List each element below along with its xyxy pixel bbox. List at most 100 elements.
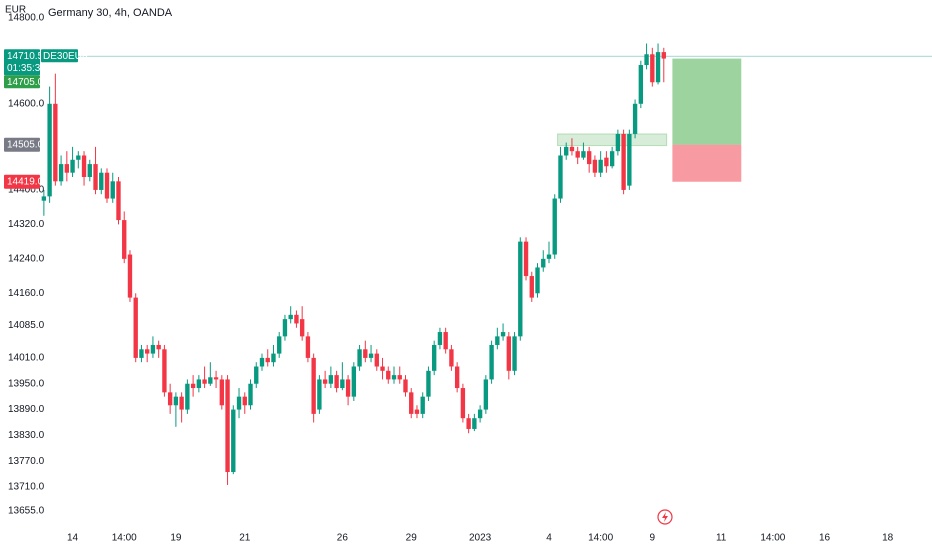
candle-body — [506, 336, 511, 371]
candle-body — [397, 375, 402, 380]
entry-box — [4, 137, 40, 152]
candle-body — [575, 151, 580, 158]
candle-body — [386, 370, 391, 380]
candle-body — [569, 146, 575, 152]
candle-body — [196, 379, 202, 389]
y-tick-label: 13890.0 — [8, 404, 45, 415]
candle-body — [265, 357, 270, 363]
x-tick-label: 29 — [406, 533, 418, 544]
candle-body — [489, 344, 494, 380]
candle-body — [546, 254, 552, 259]
candle-body — [363, 349, 368, 358]
candle-body — [317, 379, 322, 410]
stop-label: 14419.0 — [7, 176, 44, 187]
candle-body — [449, 349, 454, 367]
candle-body — [93, 164, 98, 190]
y-tick-label: 14010.0 — [8, 353, 45, 364]
candle-body — [202, 379, 207, 384]
candle-body — [219, 379, 224, 406]
candle-body — [609, 151, 615, 167]
y-tick-label: 14160.0 — [8, 288, 45, 299]
candle-body — [58, 164, 64, 182]
candle-body — [87, 164, 92, 178]
candle-body — [110, 181, 115, 199]
candle-body — [64, 164, 70, 173]
candle-body — [53, 103, 58, 182]
candle-body — [586, 151, 592, 165]
candle-body — [145, 349, 150, 354]
symbol: DE30EUR — [43, 51, 89, 62]
candle-body — [248, 383, 253, 406]
candle-body — [242, 396, 247, 406]
y-tick-label: 13710.0 — [8, 482, 45, 493]
candle-body — [432, 344, 437, 371]
candle-body — [621, 133, 626, 190]
stop-box — [4, 174, 40, 189]
x-tick-label: 11 — [716, 533, 727, 544]
candle-body — [454, 366, 460, 389]
position-loss — [672, 144, 742, 182]
x-tick-label: 18 — [882, 533, 894, 544]
candle-body — [311, 357, 316, 414]
x-tick-label: 14:00 — [112, 533, 137, 544]
candle-body — [627, 133, 632, 186]
y-tick-label: 13770.0 — [8, 456, 45, 467]
x-tick-label: 14:00 — [760, 533, 785, 544]
candle-body — [518, 241, 523, 337]
zone — [557, 133, 668, 147]
position-profit — [672, 58, 742, 145]
candle-body — [483, 379, 489, 410]
y-tick-label: 13655.0 — [8, 505, 45, 516]
y-tick-label: 14085.0 — [8, 320, 45, 331]
x-tick-label: 16 — [819, 533, 831, 544]
y-tick-label: 14320.0 — [8, 219, 45, 230]
candle-body — [477, 409, 483, 419]
candle-body — [380, 366, 385, 371]
x-tick-label: 9 — [650, 533, 656, 544]
candle-body — [541, 258, 546, 268]
candle-body — [512, 336, 517, 371]
candle-body — [167, 392, 173, 406]
last-price-box — [4, 49, 40, 76]
candle-body — [225, 379, 230, 473]
candle-body — [598, 159, 603, 173]
symbol-box — [41, 49, 78, 63]
candle-body — [208, 377, 213, 384]
x-tick-label: 19 — [170, 533, 182, 544]
candle-body — [139, 349, 144, 358]
x-tick-label: 26 — [337, 533, 349, 544]
candle-body — [185, 383, 190, 410]
currency: EUR — [5, 5, 26, 16]
candle-body — [615, 133, 621, 152]
candle-body — [122, 220, 127, 259]
candle-body — [345, 379, 351, 397]
candle-body — [133, 297, 138, 358]
candle-body — [116, 181, 121, 221]
alert-icon[interactable] — [657, 509, 673, 525]
candle-body — [173, 396, 179, 406]
candle-body — [655, 52, 661, 83]
candle-body — [328, 375, 334, 384]
candle-body — [500, 332, 506, 337]
candle-body — [495, 336, 500, 345]
candle-body — [558, 155, 563, 199]
candle-body — [70, 159, 75, 173]
candle-body — [650, 54, 655, 83]
candle-body — [334, 375, 339, 389]
candle-body — [437, 332, 443, 345]
x-tick-label: 21 — [239, 533, 251, 544]
candle-body — [47, 103, 52, 197]
candle-body — [150, 344, 156, 354]
candle-body — [592, 159, 598, 173]
candle-body — [76, 155, 81, 160]
candle-body — [403, 379, 408, 393]
candle-body — [127, 254, 133, 298]
target-box — [4, 75, 40, 89]
candle-body — [472, 418, 477, 429]
candle-body — [282, 319, 288, 337]
chart-title: Germany 30, 4h, OANDA — [48, 7, 173, 19]
candle-body — [41, 196, 47, 201]
candle-body — [190, 383, 196, 389]
